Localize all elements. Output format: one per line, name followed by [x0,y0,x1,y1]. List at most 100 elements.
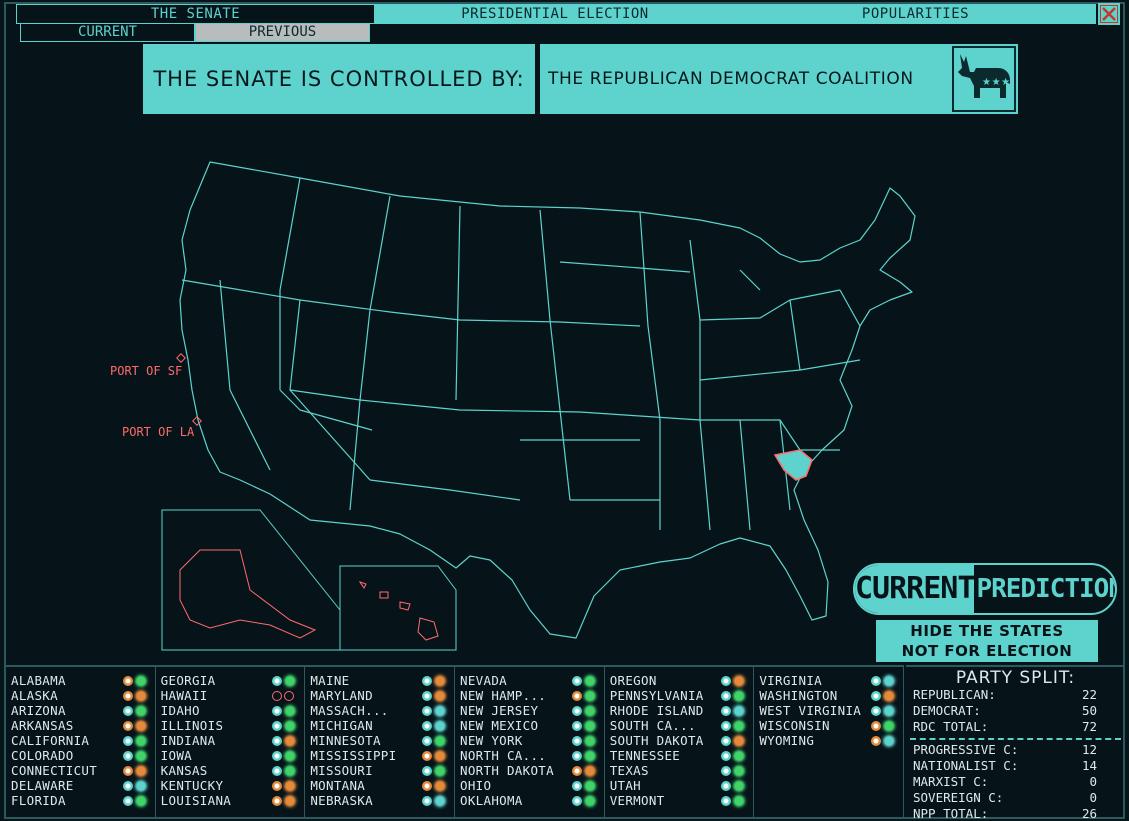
state-row[interactable]: ILLINOIS [156,718,305,733]
state-row[interactable]: VIRGINIA [754,673,903,688]
state-row[interactable]: IOWA [156,748,305,763]
state-row[interactable]: OKLAHOMA [455,793,604,808]
state-row[interactable]: GEORGIA [156,673,305,688]
state-row[interactable]: NEW HAMP... [455,688,604,703]
state-row[interactable]: WASHINGTON [754,688,903,703]
state-status-indicators [871,689,903,702]
state-row[interactable]: TENNESSEE [605,748,754,763]
prediction-party-icon [284,704,297,717]
incumbent-party-icon [721,705,732,716]
main-tabs: THE SENATE PRESIDENTIAL ELECTION POPULAR… [16,4,1096,24]
state-row[interactable]: SOUTH CA... [605,718,754,733]
state-row[interactable]: KENTUCKY [156,778,305,793]
state-name: WASHINGTON [759,688,838,703]
hide-states-button[interactable]: HIDE THE STATES NOT FOR ELECTION [876,620,1098,662]
state-status-indicators [721,734,753,747]
state-status-indicators [422,764,454,777]
state-name: NEW HAMP... [460,688,547,703]
state-row[interactable]: TEXAS [605,763,754,778]
incumbent-party-icon [721,720,732,731]
state-row[interactable]: MASSACH... [305,703,454,718]
subtab-current[interactable]: CURRENT [20,23,195,42]
party-split-value: 12 [1081,742,1097,757]
incumbent-party-icon [272,795,283,806]
state-row[interactable]: SOUTH DAKOTA [605,733,754,748]
state-status-indicators [571,689,604,702]
tab-senate[interactable]: THE SENATE [16,4,375,24]
prediction-party-icon [284,734,297,747]
state-row[interactable]: WEST VIRGINIA [754,703,903,718]
state-row[interactable]: ALABAMA [6,673,155,688]
state-row[interactable]: ARKANSAS [6,718,155,733]
state-row[interactable]: MAINE [305,673,454,688]
state-row[interactable]: OHIO [455,778,604,793]
state-row[interactable]: MARYLAND [305,688,454,703]
prediction-mode-button[interactable]: PREDICTION [976,574,1117,604]
hawaii-inset[interactable] [339,565,457,651]
prediction-party-icon [733,689,746,702]
port-la-marker[interactable]: PORT OF LA [122,416,202,439]
state-row[interactable]: MINNESOTA [305,733,454,748]
state-row[interactable]: INDIANA [156,733,305,748]
highlighted-state-south-carolina[interactable] [773,449,813,481]
state-row[interactable]: MISSOURI [305,763,454,778]
state-row[interactable]: DELAWARE [6,778,155,793]
state-row[interactable]: HAWAII [156,688,305,703]
prediction-party-icon [434,674,447,687]
incumbent-party-icon [122,720,133,731]
state-row[interactable]: FLORIDA [6,793,155,808]
us-map[interactable]: PORT OF SF PORT OF LA [100,150,980,660]
state-row[interactable]: NORTH CA... [455,748,604,763]
state-status-indicators [122,749,155,762]
tab-presidential-election[interactable]: PRESIDENTIAL ELECTION [375,4,735,24]
port-sf-marker[interactable]: PORT OF SF [110,353,186,378]
state-row[interactable]: WYOMING [754,733,903,748]
state-row[interactable]: CONNECTICUT [6,763,155,778]
state-row[interactable]: ALASKA [6,688,155,703]
party-split-label: DEMOCRAT: [913,703,981,718]
state-row[interactable]: NEW JERSEY [455,703,604,718]
state-row[interactable]: KANSAS [156,763,305,778]
state-row[interactable]: MICHIGAN [305,718,454,733]
state-row[interactable]: VERMONT [605,793,754,808]
incumbent-party-icon [871,690,882,701]
state-row[interactable]: COLORADO [6,748,155,763]
party-split-value: 0 [1089,774,1097,789]
incumbent-party-icon [272,750,283,761]
prediction-toggle[interactable]: CURRENT PREDICTION [853,563,1117,615]
state-row[interactable]: LOUISIANA [156,793,305,808]
state-row[interactable]: NEBRASKA [305,793,454,808]
state-status-indicators [272,779,304,792]
incumbent-party-icon [122,780,133,791]
state-row[interactable]: MONTANA [305,778,454,793]
state-column: NEVADA NEW HAMP... NEW JERSEY NEW MEXICO NEW… [455,667,605,817]
state-row[interactable]: ARIZONA [6,703,155,718]
state-row[interactable]: OREGON [605,673,754,688]
state-row[interactable]: RHODE ISLAND [605,703,754,718]
state-row[interactable]: PENNSYLVANIA [605,688,754,703]
state-row[interactable]: CALIFORNIA [6,733,155,748]
party-split-label: PROGRESSIVE C: [913,742,1019,757]
state-status-indicators [272,719,304,732]
state-name: DELAWARE [11,778,74,793]
state-row[interactable]: NEW YORK [455,733,604,748]
state-status-indicators [422,689,454,702]
state-row[interactable]: NEVADA [455,673,604,688]
alaska-inset[interactable] [161,509,341,651]
party-split-label: REPUBLICAN: [913,687,996,702]
party-split-label: MARXIST C: [913,774,989,789]
tab-popularities[interactable]: POPULARITIES [735,4,1096,24]
current-mode-button[interactable]: CURRENT [855,565,977,613]
subtab-previous[interactable]: PREVIOUS [195,23,370,42]
state-row[interactable]: WISCONSIN [754,718,903,733]
incumbent-party-icon [422,750,433,761]
state-row[interactable]: MISSISSIPPI [305,748,454,763]
state-row[interactable]: IDAHO [156,703,305,718]
state-status-indicators [871,734,903,747]
close-button[interactable] [1098,3,1120,25]
incumbent-party-icon [272,675,283,686]
state-name: COLORADO [11,748,74,763]
state-row[interactable]: NEW MEXICO [455,718,604,733]
state-row[interactable]: NORTH DAKOTA [455,763,604,778]
state-row[interactable]: UTAH [605,778,754,793]
